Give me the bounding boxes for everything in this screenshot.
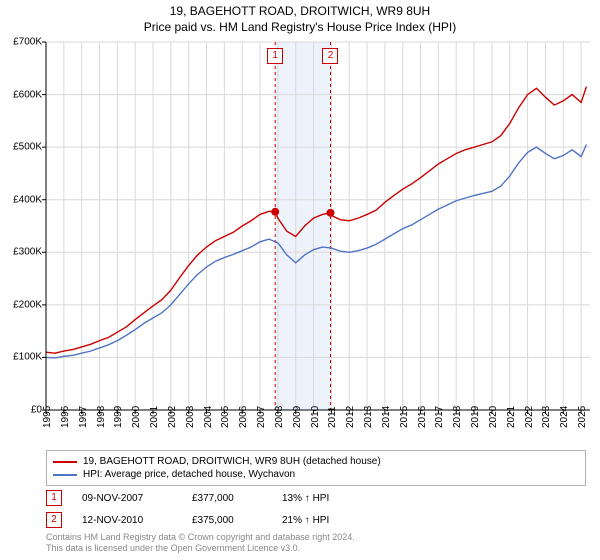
x-tick-label: 2014: [381, 406, 392, 428]
footer: Contains HM Land Registry data © Crown c…: [46, 532, 355, 554]
event-row-2: 2 12-NOV-2010 £375,000 21% ↑ HPI: [46, 512, 362, 528]
y-tick-label: £0: [2, 405, 42, 416]
events-table: 1 09-NOV-2007 £377,000 13% ↑ HPI 2 12-NO…: [46, 490, 362, 534]
x-tick-label: 2005: [220, 406, 231, 428]
x-tick-label: 2024: [559, 406, 570, 428]
x-tick-label: 2002: [167, 406, 178, 428]
x-tick-label: 1995: [42, 406, 53, 428]
legend-swatch-hpi: [53, 474, 77, 476]
x-tick-label: 1996: [60, 406, 71, 428]
y-tick-label: £200K: [2, 299, 42, 310]
chart-marker-2: 2: [322, 48, 338, 64]
title-main: 19, BAGEHOTT ROAD, DROITWICH, WR9 8UH: [0, 4, 600, 18]
x-tick-label: 2016: [417, 406, 428, 428]
x-tick-label: 2012: [345, 406, 356, 428]
x-tick-label: 2017: [434, 406, 445, 428]
x-tick-label: 2009: [292, 406, 303, 428]
legend-label-property: 19, BAGEHOTT ROAD, DROITWICH, WR9 8UH (d…: [83, 456, 381, 467]
x-tick-label: 2019: [470, 406, 481, 428]
footer-line2: This data is licensed under the Open Gov…: [46, 543, 355, 554]
y-tick-label: £300K: [2, 247, 42, 258]
footer-line1: Contains HM Land Registry data © Crown c…: [46, 532, 355, 543]
x-tick-label: 2007: [256, 406, 267, 428]
x-tick-label: 2025: [577, 406, 588, 428]
x-tick-label: 2013: [363, 406, 374, 428]
y-tick-label: £400K: [2, 194, 42, 205]
x-tick-label: 2015: [399, 406, 410, 428]
title-sub: Price paid vs. HM Land Registry's House …: [0, 20, 600, 34]
x-tick-label: 2001: [149, 406, 160, 428]
x-tick-label: 1998: [96, 406, 107, 428]
x-tick-label: 2020: [488, 406, 499, 428]
chart-area: £0£100K£200K£300K£400K£500K£600K£700K199…: [46, 42, 590, 410]
x-tick-label: 1997: [78, 406, 89, 428]
legend-label-hpi: HPI: Average price, detached house, Wych…: [83, 469, 295, 480]
event-delta-2: 21% ↑ HPI: [282, 515, 362, 526]
event-price-1: £377,000: [192, 493, 262, 504]
x-tick-label: 2000: [131, 406, 142, 428]
legend-box: 19, BAGEHOTT ROAD, DROITWICH, WR9 8UH (d…: [46, 450, 586, 486]
y-tick-label: £700K: [2, 37, 42, 48]
event-price-2: £375,000: [192, 515, 262, 526]
event-date-1: 09-NOV-2007: [82, 493, 172, 504]
x-tick-label: 2003: [185, 406, 196, 428]
x-tick-label: 2023: [541, 406, 552, 428]
x-tick-label: 2008: [274, 406, 285, 428]
event-marker-1-icon: 1: [46, 490, 62, 506]
legend-row-hpi: HPI: Average price, detached house, Wych…: [53, 468, 579, 481]
x-tick-label: 2018: [452, 406, 463, 428]
y-tick-label: £500K: [2, 142, 42, 153]
legend-row-property: 19, BAGEHOTT ROAD, DROITWICH, WR9 8UH (d…: [53, 455, 579, 468]
chart-container: 19, BAGEHOTT ROAD, DROITWICH, WR9 8UH Pr…: [0, 0, 600, 560]
x-tick-label: 2004: [203, 406, 214, 428]
y-tick-label: £100K: [2, 352, 42, 363]
chart-svg: [46, 42, 590, 410]
event-delta-1: 13% ↑ HPI: [282, 493, 362, 504]
y-tick-label: £600K: [2, 89, 42, 100]
event-marker-2-icon: 2: [46, 512, 62, 528]
titles: 19, BAGEHOTT ROAD, DROITWICH, WR9 8UH Pr…: [0, 0, 600, 34]
x-tick-label: 2010: [310, 406, 321, 428]
x-tick-label: 1999: [113, 406, 124, 428]
x-tick-label: 2011: [327, 406, 338, 428]
x-tick-label: 2022: [524, 406, 535, 428]
event-date-2: 12-NOV-2010: [82, 515, 172, 526]
legend-swatch-property: [53, 461, 77, 463]
x-tick-label: 2006: [238, 406, 249, 428]
event-row-1: 1 09-NOV-2007 £377,000 13% ↑ HPI: [46, 490, 362, 506]
x-tick-label: 2021: [506, 406, 517, 428]
chart-marker-1: 1: [267, 48, 283, 64]
